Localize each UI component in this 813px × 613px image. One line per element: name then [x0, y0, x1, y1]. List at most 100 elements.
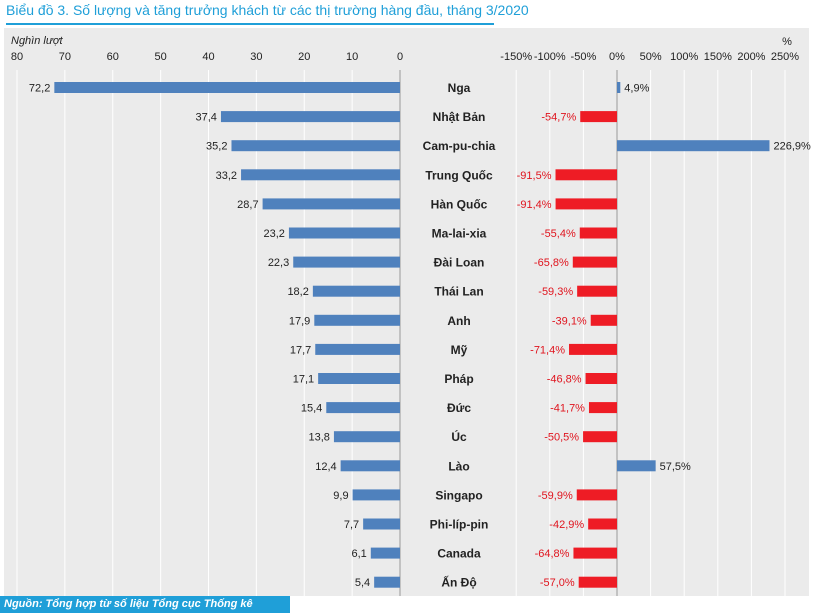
growth-bar: [588, 518, 617, 530]
growth-bar: [617, 82, 621, 93]
growth-bar: [576, 489, 617, 501]
growth-value-label: -64,8%: [535, 548, 570, 560]
chart-row: 9,9 Singapo -59,9%: [333, 488, 617, 502]
growth-value-label: -59,3%: [538, 286, 573, 298]
growth-bar: [617, 140, 770, 152]
left-tick-label: 10: [346, 51, 358, 63]
growth-bar: [590, 314, 617, 326]
category-label: Đức: [447, 401, 471, 415]
growth-value-label: -91,5%: [517, 170, 552, 182]
growth-bar: [573, 547, 617, 559]
visitors-bar: [312, 285, 400, 297]
chart-row: 37,4 Nhật Bản -54,7%: [196, 110, 617, 124]
visitors-bar: [54, 82, 400, 93]
growth-bar: [555, 198, 617, 210]
visitors-bar: [315, 343, 400, 355]
growth-bar: [578, 576, 617, 588]
growth-value-label: -42,9%: [549, 519, 584, 531]
growth-bar: [579, 227, 617, 239]
category-label: Lào: [448, 459, 469, 473]
category-label: Ấn Độ: [441, 575, 476, 590]
growth-bar: [585, 373, 617, 384]
visitors-value-label: 9,9: [333, 490, 348, 502]
visitors-bar: [262, 198, 400, 210]
title-underline: [6, 23, 494, 25]
left-tick-label: 20: [298, 51, 310, 63]
visitors-value-label: 23,2: [264, 228, 285, 240]
visitors-bar: [220, 111, 400, 123]
visitors-value-label: 28,7: [237, 199, 258, 211]
chart-row: 35,2 Cam-pu-chia 226,9%: [206, 139, 811, 153]
visitors-value-label: 13,8: [309, 432, 330, 444]
chart-rows: 72,2 Nga 4,9% 37,4 Nhật Bản -54,7% 35,2 Cam-pu-…: [29, 81, 811, 590]
chart-row: 18,2 Thái Lan -59,3%: [287, 285, 617, 299]
growth-value-label: -41,7%: [550, 403, 585, 415]
right-tick-label: -50%: [571, 51, 597, 63]
visitors-value-label: 37,4: [196, 112, 217, 124]
visitors-value-label: 17,9: [289, 315, 310, 327]
visitors-bar: [333, 431, 400, 443]
visitors-bar: [288, 227, 400, 239]
visitors-bar: [231, 140, 400, 152]
visitors-bar: [374, 576, 400, 588]
source-note: Nguồn: Tổng hợp từ số liệu Tổng cục Thốn…: [0, 596, 290, 613]
growth-value-label: -46,8%: [547, 374, 582, 386]
category-label: Anh: [447, 314, 470, 328]
growth-bar: [588, 402, 617, 414]
chart-row: 72,2 Nga 4,9%: [29, 81, 650, 95]
visitors-value-label: 6,1: [351, 548, 366, 560]
left-tick-label: 0: [397, 51, 403, 63]
right-tick-label: 50%: [640, 51, 662, 63]
left-axis-ticks: 80 70 60 50 40 30 20 10 0: [11, 51, 403, 63]
right-tick-label: 150%: [704, 51, 732, 63]
gridlines: [16, 70, 786, 596]
left-tick-label: 50: [155, 51, 167, 63]
right-tick-label: -100%: [534, 51, 566, 63]
left-tick-label: 60: [107, 51, 119, 63]
chart-row: 17,9 Anh -39,1%: [289, 314, 617, 328]
visitors-bar: [352, 489, 400, 501]
chart-panel-background: [4, 28, 809, 596]
growth-value-label: 4,9%: [624, 83, 649, 95]
chart-row: 17,7 Mỹ -71,4%: [290, 343, 617, 357]
growth-value-label: -91,4%: [517, 199, 552, 211]
visitors-bar: [241, 169, 400, 181]
growth-bar: [577, 285, 617, 297]
category-label: Singapo: [435, 488, 482, 502]
chart-row: 15,4 Đức -41,7%: [301, 401, 617, 415]
growth-value-label: -57,0%: [540, 577, 575, 589]
growth-value-label: -59,9%: [538, 490, 573, 502]
chart-row: 33,2 Trung Quốc -91,5%: [216, 168, 617, 182]
visitors-bar: [318, 373, 400, 384]
visitors-value-label: 7,7: [344, 519, 359, 531]
growth-value-label: -39,1%: [552, 315, 587, 327]
chart-row: 17,1 Pháp -46,8%: [293, 372, 617, 386]
category-label: Nhật Bản: [433, 110, 486, 124]
growth-bar: [572, 256, 617, 268]
category-label: Canada: [437, 547, 481, 561]
category-label: Nga: [448, 81, 471, 95]
growth-value-label: -54,7%: [541, 112, 576, 124]
left-tick-label: 30: [250, 51, 262, 63]
growth-value-label: -50,5%: [544, 432, 579, 444]
growth-value-label: -65,8%: [534, 257, 569, 269]
right-tick-label: -150%: [500, 51, 532, 63]
category-label: Đài Loan: [434, 256, 485, 270]
category-label: Pháp: [444, 372, 473, 386]
right-axis-unit-label: %: [782, 36, 792, 48]
category-label: Phi-líp-pin: [430, 518, 489, 532]
chart-row: 23,2 Ma-lai-xia -55,4%: [264, 227, 617, 241]
chart-row: 5,4 Ấn Độ -57,0%: [355, 575, 617, 590]
visitors-value-label: 33,2: [216, 170, 237, 182]
visitors-bar: [363, 518, 400, 530]
growth-value-label: -71,4%: [530, 344, 565, 356]
chart-row: 13,8 Úc -50,5%: [309, 429, 617, 444]
growth-value-label: 57,5%: [660, 461, 691, 473]
right-tick-label: 250%: [771, 51, 799, 63]
visitors-bar: [340, 460, 400, 472]
visitors-value-label: 17,7: [290, 344, 311, 356]
growth-bar: [617, 460, 656, 472]
left-tick-label: 70: [59, 51, 71, 63]
visitors-value-label: 5,4: [355, 577, 370, 589]
